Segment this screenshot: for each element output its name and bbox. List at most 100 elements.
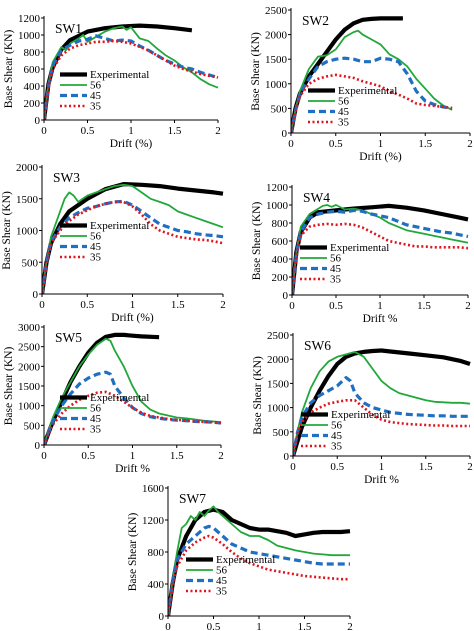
y-tick-label: 3000 [18, 322, 41, 334]
x-tick-label: 0.5 [329, 300, 343, 312]
legend-label-exp: Experimental [90, 220, 149, 232]
series-line-exp [42, 182, 224, 294]
y-tick-label: 400 [148, 579, 165, 591]
y-tick-label: 1200 [266, 182, 289, 194]
series-line-s45 [42, 199, 224, 294]
legend-label-s56: 56 [216, 565, 228, 577]
x-axis-label: Drift (%) [359, 151, 402, 163]
y-tick-label: 1000 [267, 403, 290, 415]
y-axis-label: Base Shear (KN) [3, 347, 15, 426]
series-line-s45 [44, 34, 219, 120]
y-tick-label: 1500 [18, 381, 41, 393]
series-line-s35 [168, 534, 350, 616]
x-tick-label: 1.5 [419, 461, 433, 473]
legend-label-exp: Experimental [331, 409, 390, 421]
y-tick-label: 0 [284, 451, 290, 463]
y-tick-label: 200 [24, 98, 41, 110]
panel-title: SW4 [303, 190, 330, 205]
panel-title: SW3 [53, 170, 80, 185]
y-tick-label: 1500 [267, 378, 290, 390]
series-line-exp [168, 507, 351, 616]
x-tick-label: 0.5 [329, 138, 343, 150]
y-tick-label: 1500 [265, 54, 288, 66]
x-tick-label: 0.5 [207, 621, 221, 631]
legend-label-s45: 45 [330, 263, 342, 275]
x-tick-label: 0 [39, 299, 45, 311]
chart-panel-sw5: 0 0.5 1 1.5 2 0 500 1000 1500 2000 2500 3000 Drift %… [3, 322, 224, 475]
y-tick-label: 800 [148, 547, 165, 559]
chart-panel-sw6: 0 0.5 1 1.5 2 0 500 1000 1500 2000 2500 Drift % Base… [252, 330, 473, 486]
x-axis-label: Drift (%) [111, 312, 154, 324]
y-tick-label: 2500 [267, 330, 290, 342]
legend-label-s35: 35 [338, 117, 350, 129]
x-axis-label: Drift % [364, 474, 399, 486]
x-tick-label: 2 [215, 125, 221, 137]
x-tick-label: 0 [165, 621, 171, 631]
y-tick-label: 200 [272, 272, 289, 284]
series-line-s56 [168, 505, 350, 616]
x-tick-label: 2 [220, 299, 226, 311]
x-tick-label: 1.5 [298, 621, 312, 631]
y-tick-label: 2000 [16, 162, 39, 174]
legend-label-s35: 35 [330, 274, 342, 286]
series-line-s35 [44, 390, 222, 445]
x-tick-label: 2 [467, 138, 473, 150]
y-tick-label: 800 [272, 218, 289, 230]
y-tick-label: 2000 [267, 354, 290, 366]
x-tick-label: 1.5 [417, 300, 431, 312]
legend-label-s56: 56 [90, 403, 102, 415]
x-tick-label: 0.5 [80, 299, 94, 311]
legend-label-s45: 45 [90, 90, 102, 102]
y-tick-label: 1200 [142, 515, 165, 527]
x-tick-label: 1 [377, 300, 383, 312]
legend-label-s56: 56 [330, 253, 342, 265]
y-tick-label: 500 [273, 427, 290, 439]
y-axis-label: Base Shear (KN) [1, 191, 13, 270]
series-line-s45 [292, 208, 469, 295]
y-tick-label: 600 [272, 236, 289, 248]
series-line-s56 [293, 351, 471, 456]
y-tick-label: 400 [24, 81, 41, 93]
legend-label-s56: 56 [338, 96, 350, 108]
legend-label-s35: 35 [90, 252, 102, 264]
y-tick-label: 0 [35, 115, 41, 127]
series-line-s45 [168, 524, 350, 616]
panel-title: SW6 [304, 338, 331, 353]
series-line-s35 [293, 399, 470, 456]
panel-title: SW2 [302, 13, 329, 28]
legend-label-exp: Experimental [216, 554, 275, 566]
x-axis-label: Drift % [115, 463, 150, 475]
y-tick-label: 1000 [265, 79, 288, 91]
legend-label-s45: 45 [331, 430, 343, 442]
y-axis-label: Base Shear (KN) [3, 30, 15, 109]
x-axis-label: Drift (%) [110, 138, 153, 150]
x-tick-label: 0 [288, 138, 294, 150]
legend-label-s45: 45 [90, 413, 102, 425]
y-tick-label: 2000 [265, 30, 288, 42]
y-tick-label: 500 [271, 103, 288, 115]
x-tick-label: 0 [289, 300, 295, 312]
x-tick-label: 0 [41, 450, 47, 462]
legend-label-s56: 56 [90, 80, 102, 92]
series-line-s56 [42, 183, 224, 294]
x-tick-label: 1 [128, 125, 134, 137]
x-axis-label: Drift % [363, 313, 398, 325]
x-tick-label: 2 [347, 621, 353, 631]
panel-title: SW7 [179, 491, 206, 506]
x-tick-label: 1 [378, 138, 384, 150]
y-tick-label: 1000 [16, 226, 39, 238]
y-axis-label: Base Shear (KN) [251, 202, 263, 281]
series-line-s35 [42, 200, 224, 294]
panel-title: SW1 [55, 21, 82, 36]
y-tick-label: 2500 [18, 342, 41, 354]
x-tick-label: 1.5 [170, 450, 184, 462]
legend-label-exp: Experimental [90, 392, 149, 404]
y-tick-label: 1000 [266, 200, 289, 212]
y-tick-label: 1600 [142, 483, 165, 495]
y-tick-label: 600 [24, 64, 41, 76]
series-line-s45 [291, 56, 453, 133]
y-tick-label: 1000 [18, 401, 41, 413]
